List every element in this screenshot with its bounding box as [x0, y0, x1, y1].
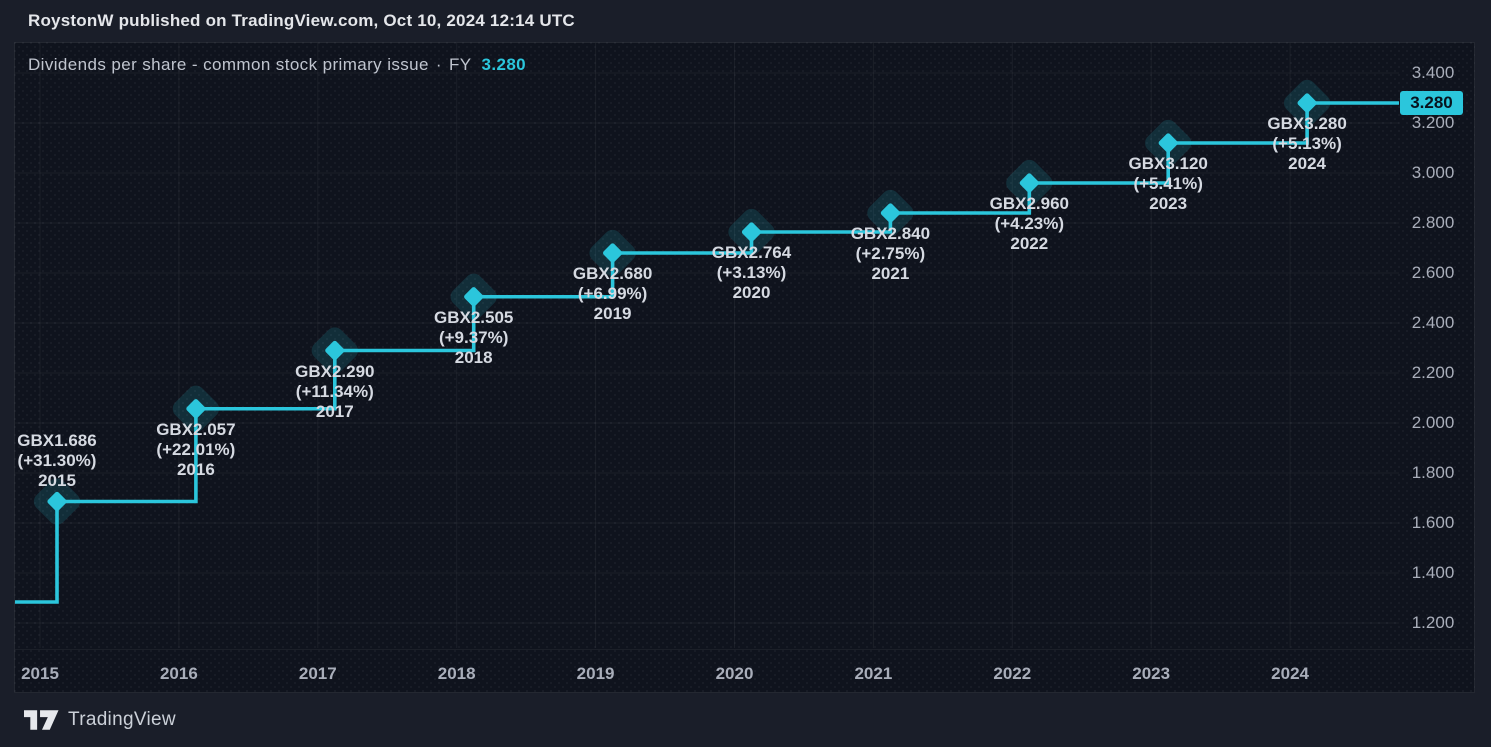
dividend-step-chart[interactable]	[15, 43, 1474, 692]
marker-diamond-2019	[603, 243, 623, 263]
footer: TradingView	[24, 705, 176, 735]
tradingview-logo-icon[interactable]	[24, 708, 59, 732]
data-point-markers	[33, 79, 1331, 525]
attribution-text: RoystonW published on TradingView.com, O…	[28, 11, 575, 30]
period-label: FY	[448, 55, 472, 74]
chart-container[interactable]: Dividends per share - common stock prima…	[14, 42, 1475, 693]
marker-diamond-2017	[325, 340, 345, 361]
marker-diamond-2020	[741, 222, 762, 242]
current-value: 3.280	[481, 55, 527, 74]
grid-lines	[15, 43, 1399, 648]
chart-title: Dividends per share - common stock prima…	[28, 55, 429, 74]
brand-name[interactable]: TradingView	[68, 709, 176, 730]
marker-diamond-2018	[464, 287, 484, 307]
marker-diamond-2021	[880, 203, 900, 223]
title-separator: ·	[435, 55, 442, 74]
marker-diamond-2023	[1158, 133, 1178, 153]
dividend-step-line	[15, 101, 1399, 604]
last-price-badge: 3.280	[1400, 91, 1463, 115]
marker-diamond-2024	[1297, 93, 1317, 113]
time-axis[interactable]	[15, 649, 1474, 693]
marker-diamond-2015	[47, 491, 67, 512]
price-axis[interactable]	[1396, 43, 1474, 649]
chart-legend-row: Dividends per share - common stock prima…	[28, 55, 526, 77]
marker-diamond-2022	[1019, 173, 1039, 193]
marker-diamond-2016	[186, 399, 206, 419]
